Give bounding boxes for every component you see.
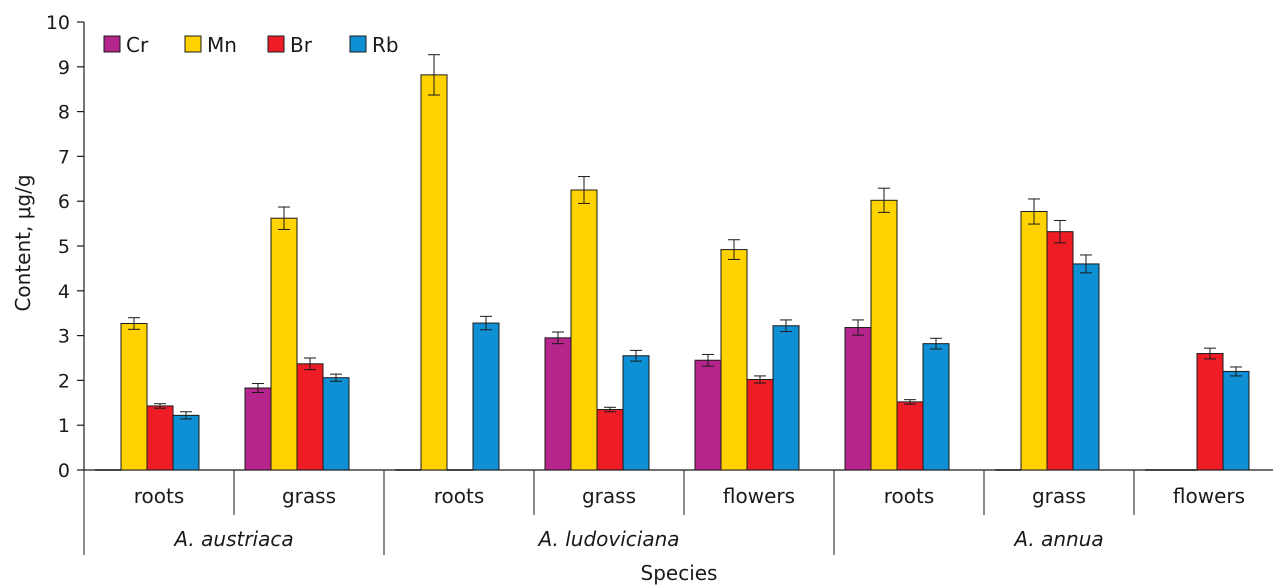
- bar-cr: [544, 337, 572, 471]
- bar-mn: [570, 189, 598, 471]
- y-tick-label: 0: [58, 460, 70, 482]
- category-label: flowers: [1173, 484, 1245, 508]
- y-axis-title: Content, μg/g: [11, 174, 35, 311]
- x-axis-title: Species: [641, 561, 718, 585]
- category-label: grass: [582, 484, 636, 508]
- legend-label-br: Br: [290, 33, 313, 57]
- bar-rb: [922, 343, 950, 471]
- bar-br: [296, 363, 324, 471]
- bar-rb: [322, 377, 350, 471]
- bar-mn: [120, 323, 148, 471]
- category-label: grass: [1032, 484, 1086, 508]
- category-label: roots: [434, 484, 485, 508]
- legend-swatch-cr: [103, 35, 121, 53]
- bar-cr: [694, 359, 722, 471]
- bar-br: [1046, 231, 1074, 471]
- y-tick-label: 10: [46, 12, 70, 34]
- bar-br: [596, 409, 624, 471]
- bar-br: [896, 401, 924, 471]
- legend-label-rb: Rb: [372, 33, 399, 57]
- bar-rb: [172, 414, 200, 471]
- y-tick-label: 9: [58, 57, 70, 79]
- bar-rb: [622, 355, 650, 471]
- legend-swatch-rb: [349, 35, 367, 53]
- y-tick-label: 2: [58, 370, 70, 392]
- y-tick-label: 6: [58, 191, 70, 213]
- bar-rb: [472, 322, 500, 471]
- bar-br: [146, 405, 174, 471]
- bar-rb: [1222, 370, 1250, 471]
- bar-rb: [1072, 263, 1100, 471]
- bar-mn: [1020, 211, 1048, 471]
- bar-br: [746, 379, 774, 471]
- bar-br: [1196, 353, 1224, 471]
- y-tick-label: 1: [58, 415, 70, 437]
- bar-mn: [270, 217, 298, 471]
- y-tick-label: 7: [58, 146, 70, 168]
- bar-mn: [870, 199, 898, 471]
- y-tick-label: 3: [58, 326, 70, 348]
- bar-rb: [772, 325, 800, 471]
- category-label: flowers: [723, 484, 795, 508]
- category-label: grass: [282, 484, 336, 508]
- bar-cr: [844, 327, 872, 471]
- group-label: A. annua: [1012, 527, 1103, 551]
- group-label: A. ludoviciana: [536, 527, 679, 551]
- legend-label-cr: Cr: [126, 33, 149, 57]
- legend-swatch-mn: [184, 35, 202, 53]
- bar-mn: [420, 74, 448, 471]
- legend-label-mn: Mn: [207, 33, 237, 57]
- legend-swatch-br: [267, 35, 285, 53]
- bar-cr: [244, 387, 272, 471]
- bar-mn: [720, 249, 748, 471]
- category-label: roots: [134, 484, 185, 508]
- y-tick-label: 4: [58, 281, 70, 303]
- group-label: A. austriaca: [172, 527, 293, 551]
- y-tick-label: 8: [58, 102, 70, 124]
- y-tick-label: 5: [58, 236, 70, 258]
- category-label: roots: [884, 484, 935, 508]
